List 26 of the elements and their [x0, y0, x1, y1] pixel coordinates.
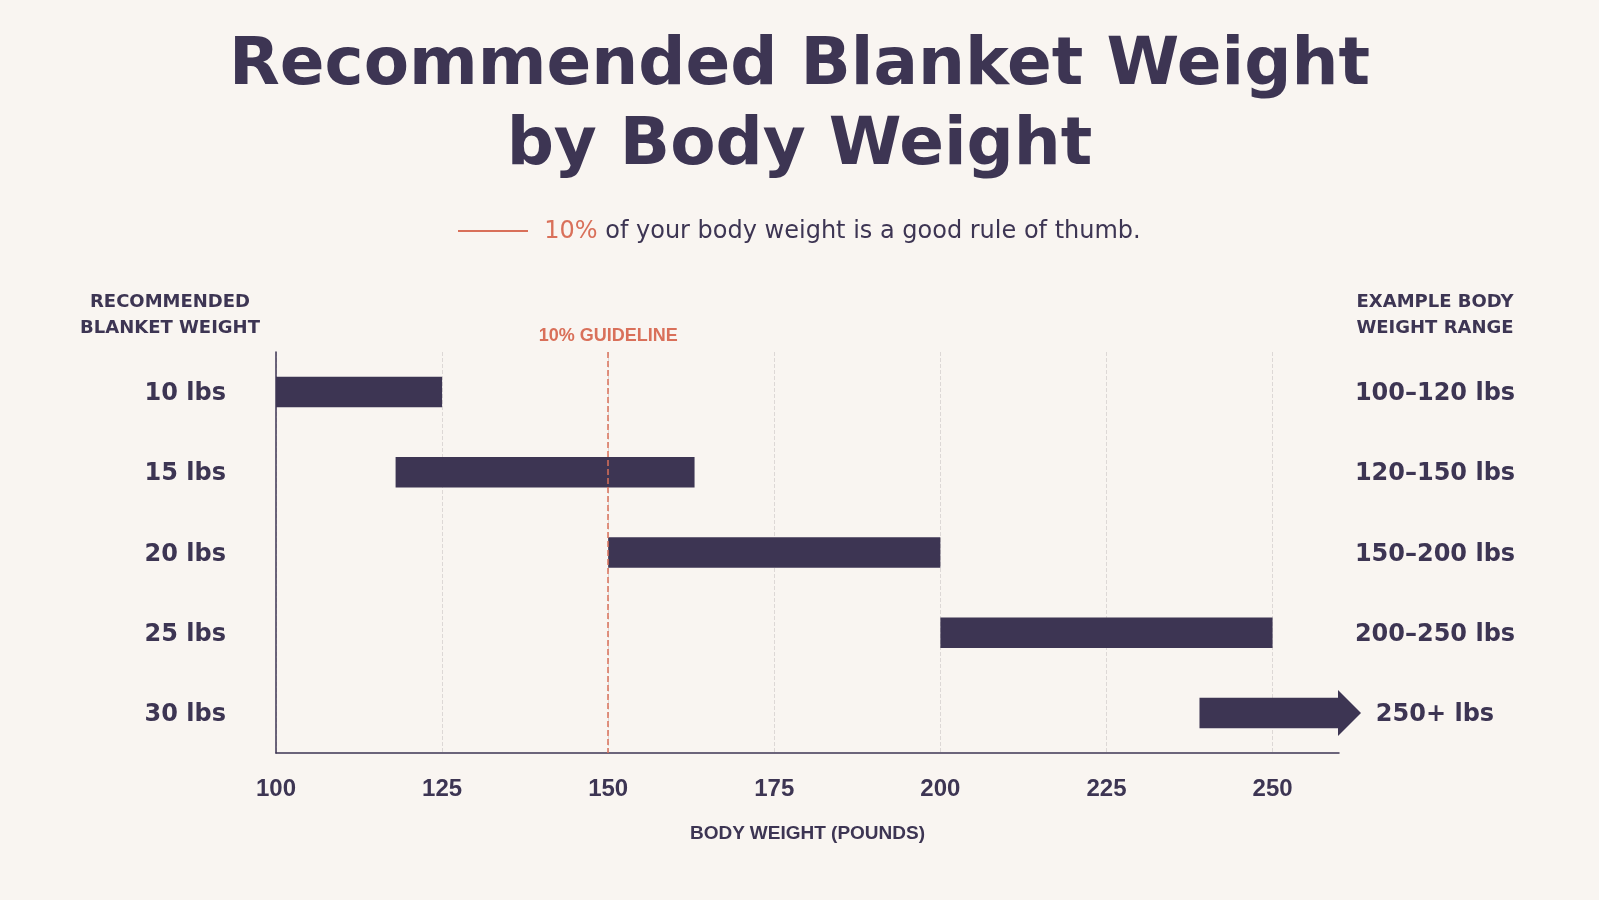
y-tick-label: 10 lbs	[144, 378, 226, 407]
y2-axis-title: EXAMPLE BODY WEIGHT RANGE	[1355, 289, 1515, 339]
x-tick-label: 125	[422, 773, 463, 801]
y2-tick-label: 150–200 lbs	[1353, 537, 1517, 568]
y2-tick-label: 250+ lbs	[1374, 697, 1496, 728]
y-tick-label: 20 lbs	[144, 538, 226, 567]
bar	[395, 457, 695, 488]
x-tick-label: 250	[1252, 773, 1293, 801]
x-axis-title: BODY WEIGHT (POUNDS)	[689, 822, 926, 843]
x-tick-label: 175	[754, 773, 795, 801]
y2-tick-label: 200–250 lbs	[1353, 617, 1517, 648]
chart-title: Recommended Blanket Weight by Body Weight	[227, 22, 1371, 182]
x-tick-label: 150	[588, 773, 629, 801]
y-tick-label: 30 lbs	[144, 698, 226, 727]
y-tick-label: 15 lbs	[144, 458, 226, 487]
y-axis-title: RECOMMENDED BLANKET WEIGHT	[79, 289, 261, 339]
bar	[940, 617, 1273, 648]
bar	[608, 537, 941, 568]
x-tick-label: 200	[920, 773, 961, 801]
y2-tick-label: 120–150 lbs	[1353, 457, 1517, 488]
y2-tick-label: 100–120 lbs	[1353, 377, 1517, 408]
ref-line-label: 10% GUIDELINE	[538, 325, 678, 345]
x-tick-label: 100	[255, 773, 297, 801]
x-tick-label: 225	[1086, 773, 1127, 801]
chart-subtitle: 10% of your body weight is a good rule of thumb.	[543, 216, 1142, 244]
y-tick-label: 25 lbs	[144, 618, 226, 647]
